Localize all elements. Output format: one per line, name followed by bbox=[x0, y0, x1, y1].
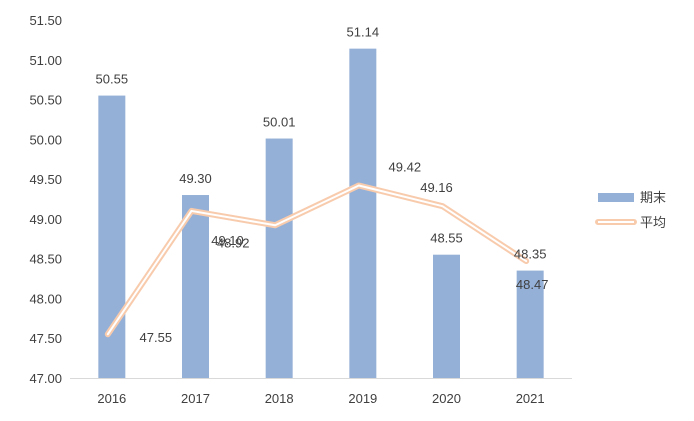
x-tick-label: 2016 bbox=[97, 391, 126, 406]
line-value-label: 49.42 bbox=[389, 159, 422, 174]
y-axis: 47.00 47.50 48.00 48.50 49.00 49.50 50.00 50.50… bbox=[29, 13, 62, 386]
bar-value-label: 50.55 bbox=[96, 72, 129, 87]
x-axis: 2016 2017 2018 2019 2020 2021 bbox=[70, 378, 572, 406]
bar bbox=[98, 95, 126, 379]
bar bbox=[182, 195, 209, 378]
line-value-label: 48.92 bbox=[217, 235, 250, 250]
legend-label-line: 平均 bbox=[640, 216, 666, 231]
legend-label-bar: 期末 bbox=[640, 191, 666, 206]
y-tick-label: 51.50 bbox=[29, 13, 62, 28]
bar bbox=[265, 138, 293, 378]
line-value-label: 49.16 bbox=[420, 180, 453, 195]
y-tick-label: 47.00 bbox=[29, 371, 62, 386]
x-tick-label: 2020 bbox=[432, 391, 461, 406]
bar bbox=[349, 48, 377, 378]
bar-value-label: 48.55 bbox=[430, 231, 463, 246]
bar-value-label: 50.01 bbox=[263, 115, 296, 130]
y-tick-label: 48.00 bbox=[29, 291, 62, 306]
bar bbox=[516, 270, 544, 378]
x-tick-label: 2018 bbox=[265, 391, 294, 406]
series-line-outer bbox=[104, 182, 530, 338]
bar-series bbox=[98, 48, 544, 379]
x-tick-label: 2017 bbox=[181, 391, 210, 406]
y-tick-label: 49.00 bbox=[29, 212, 62, 227]
line-series bbox=[104, 182, 530, 338]
line-value-label: 49.10 bbox=[211, 233, 244, 248]
x-tick-label: 2021 bbox=[516, 391, 545, 406]
legend-swatch-bar bbox=[598, 193, 634, 202]
bar-value-label: 48.35 bbox=[514, 247, 547, 262]
bar-value-label: 51.14 bbox=[347, 25, 380, 40]
line-value-label: 48.47 bbox=[516, 277, 549, 292]
bar bbox=[433, 254, 460, 378]
y-tick-label: 51.00 bbox=[29, 53, 62, 68]
line-value-label: 47.55 bbox=[140, 330, 173, 345]
y-tick-label: 50.00 bbox=[29, 132, 62, 147]
bar-value-label: 49.30 bbox=[179, 171, 212, 186]
y-tick-label: 50.50 bbox=[29, 93, 62, 108]
data-labels: 50.55 49.30 50.01 51.14 48.55 48.35 47.55 49.10… bbox=[96, 25, 549, 346]
series-line-inner bbox=[106, 184, 528, 336]
y-tick-label: 48.50 bbox=[29, 252, 62, 267]
x-tick-label: 2019 bbox=[348, 391, 377, 406]
y-tick-label: 49.50 bbox=[29, 172, 62, 187]
y-tick-label: 47.50 bbox=[29, 331, 62, 346]
